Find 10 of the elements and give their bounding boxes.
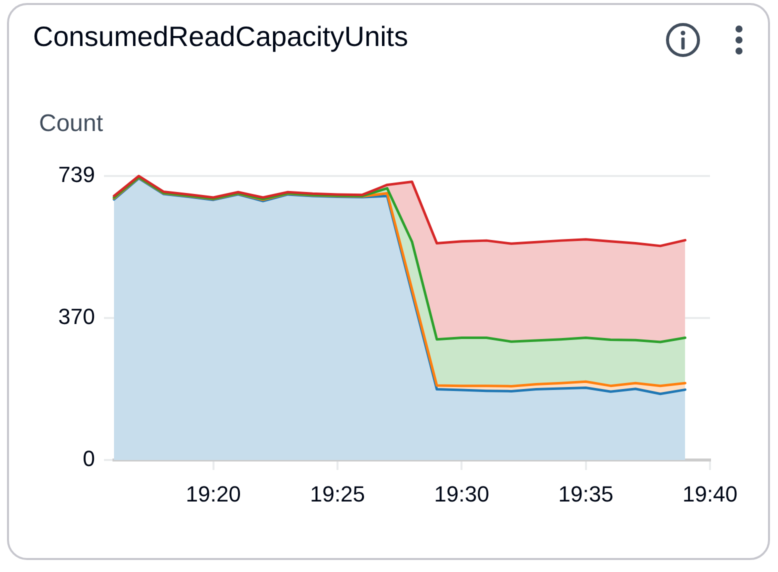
x-tick-label: 19:30 xyxy=(434,481,490,506)
x-tick-label: 19:40 xyxy=(682,481,738,506)
chart-title: ConsumedReadCapacityUnits xyxy=(33,21,408,52)
y-tick-label: 0 xyxy=(82,446,95,472)
x-tick-label: 19:20 xyxy=(186,481,241,506)
x-tick-label: 19:25 xyxy=(310,481,366,506)
y-tick-label: 739 xyxy=(58,162,95,188)
y-axis-title: Count xyxy=(39,110,104,137)
y-tick-label: 370 xyxy=(58,304,95,329)
x-tick-label: 19:35 xyxy=(558,481,614,506)
